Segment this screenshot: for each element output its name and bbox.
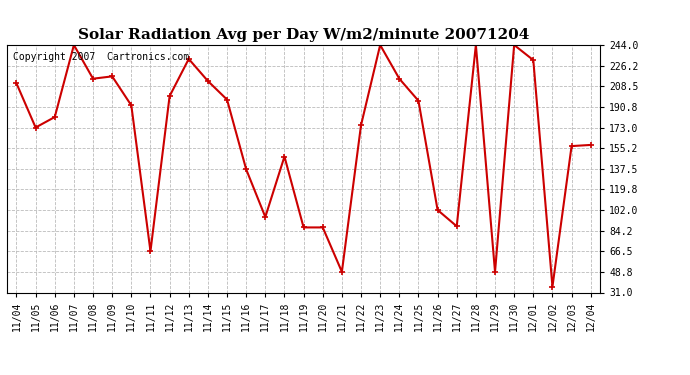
Text: Copyright 2007  Cartronics.com: Copyright 2007 Cartronics.com — [13, 53, 189, 62]
Title: Solar Radiation Avg per Day W/m2/minute 20071204: Solar Radiation Avg per Day W/m2/minute … — [78, 28, 529, 42]
